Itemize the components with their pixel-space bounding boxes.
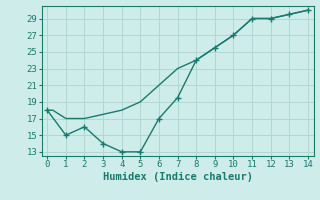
X-axis label: Humidex (Indice chaleur): Humidex (Indice chaleur) — [103, 172, 252, 182]
